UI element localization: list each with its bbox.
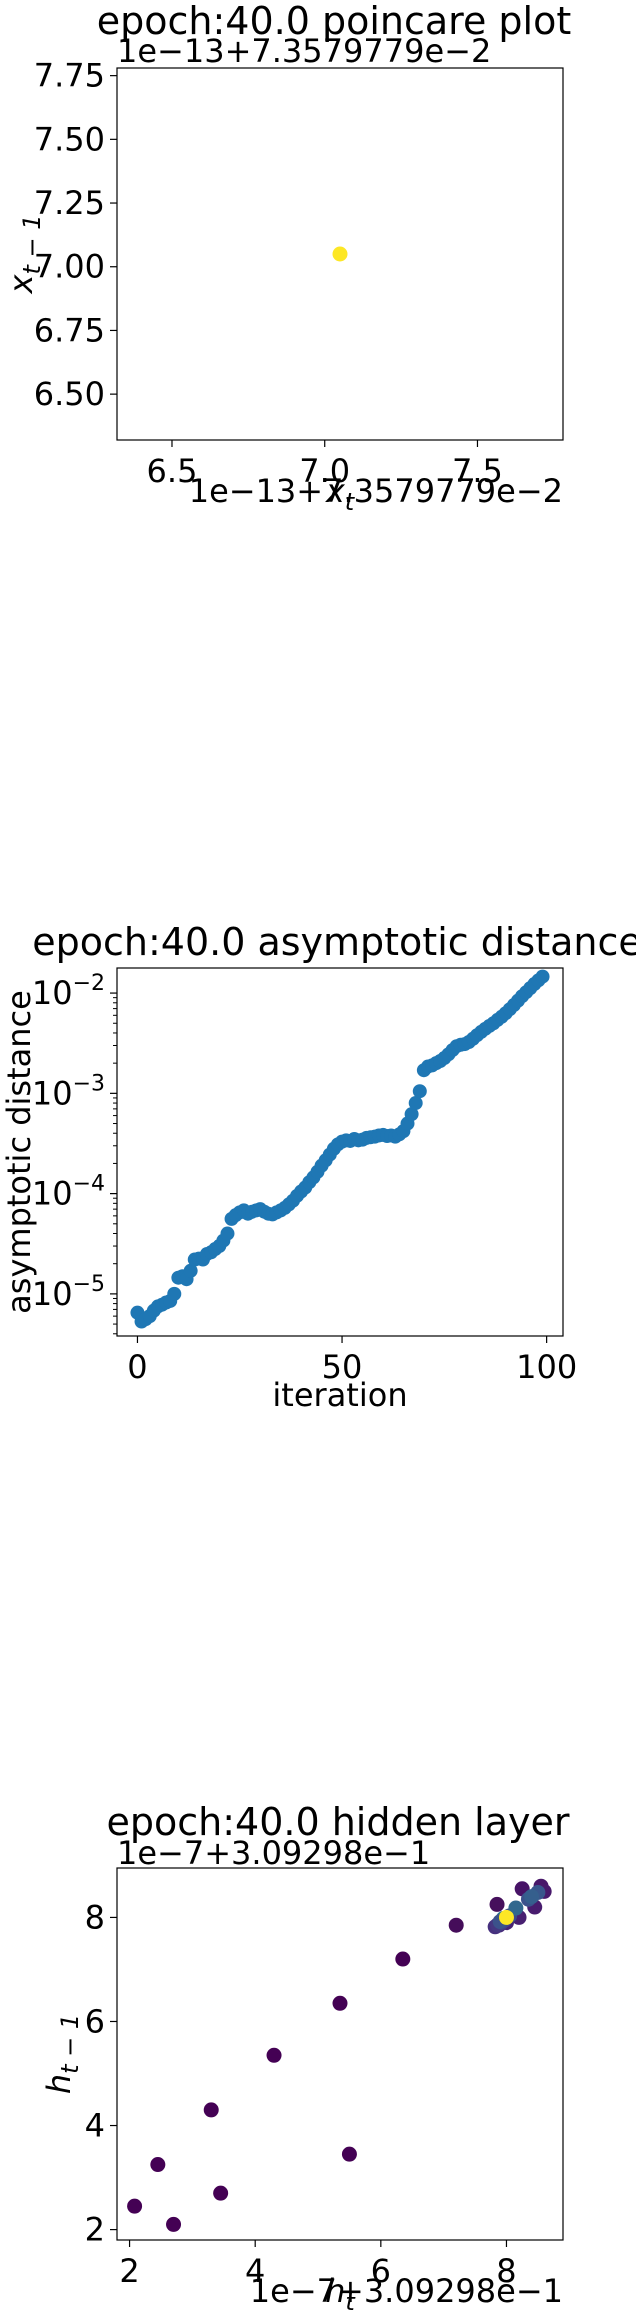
data-point — [412, 1084, 427, 1099]
y-tick-exponent: −3 — [73, 1071, 105, 1096]
y-tick-label: 2 — [85, 2211, 105, 2249]
data-point — [489, 1896, 505, 1912]
data-point — [535, 969, 550, 984]
hidden-y-offset-label: 1e−7+3.09298e−1 — [117, 1834, 430, 1872]
x-tick-label: 4 — [245, 2252, 265, 2290]
y-tick-label: 10−5 — [32, 1272, 105, 1313]
data-point — [203, 2102, 219, 2118]
hidden-marks: 2 4 6 8 2 4 6 8 — [85, 1878, 552, 2290]
asymptotic-distance-title: epoch:40.0 asymptotic distance — [32, 920, 636, 964]
data-point — [167, 1286, 182, 1301]
data-point — [213, 2185, 229, 2201]
data-point — [150, 2157, 166, 2173]
y-tick-label: 8 — [85, 1898, 105, 1936]
y-tick-label: 10−3 — [32, 1071, 105, 1112]
asymptotic-distance-panel: epoch:40.0 asymptotic distance 0 50 10010−… — [0, 920, 636, 1414]
y-tick-label: 7.25 — [34, 184, 105, 222]
asymptotic-x-axis-label: iteration — [272, 1376, 407, 1414]
y-tick-base: 10 — [32, 1074, 73, 1112]
x-tick-label: 7.0 — [299, 452, 350, 490]
data-point — [127, 2198, 143, 2214]
poincare-plot-area — [116, 67, 564, 441]
y-tick-label: 4 — [85, 2107, 105, 2145]
data-point — [220, 1226, 235, 1241]
poincare-plot-title: epoch:40.0 poincare plot — [97, 0, 571, 43]
y-tick-label: 7.50 — [34, 120, 105, 158]
asymptotic-y-axis-label: asymptotic distance — [0, 990, 38, 1314]
y-tick-label: 6.50 — [34, 375, 105, 413]
y-tick-exponent: −2 — [73, 971, 105, 996]
x-tick-label: 50 — [322, 1348, 363, 1386]
x-tick-label: 7.5 — [452, 452, 503, 490]
x-tick-label: 2 — [119, 2252, 139, 2290]
hidden-x-offset-label: 1e−7+3.09298e−1 — [250, 2272, 563, 2310]
data-point — [498, 1909, 514, 1925]
data-point — [332, 1995, 348, 2011]
x-tick-label: 6.5 — [147, 452, 198, 490]
y-tick-exponent: −4 — [73, 1172, 105, 1197]
poincare-plot-panel: epoch:40.0 poincare plot 1e−13+7.3579779… — [2, 0, 571, 516]
asymptotic-plot-area — [116, 967, 564, 1337]
hidden-plot-area — [116, 1867, 564, 2241]
data-point — [448, 1917, 464, 1933]
x-tick-label: 6 — [371, 2252, 391, 2290]
data-point — [341, 2146, 357, 2162]
poincare-x-axis-label: xt — [325, 472, 356, 516]
data-point — [508, 1900, 524, 1916]
x-tick-label: 100 — [516, 1348, 577, 1386]
poincare-x-offset-label: 1e−13+7.3579779e−2 — [189, 472, 563, 510]
poincare-marks: 6.5 7.0 7.5 6.50 6.75 7.00 7.25 7.50 7.75 — [34, 57, 503, 490]
data-point — [404, 1107, 419, 1122]
y-tick-exponent: −5 — [73, 1272, 105, 1297]
x-tick-label: 8 — [496, 2252, 516, 2290]
data-point — [395, 1951, 411, 1967]
data-point — [332, 246, 348, 262]
y-tick-label: 6 — [85, 2002, 105, 2040]
x-tick-label: 0 — [127, 1348, 147, 1386]
data-point — [183, 1263, 198, 1278]
hidden-layer-title: epoch:40.0 hidden layer — [107, 1800, 570, 1844]
y-tick-label: 10−4 — [32, 1172, 105, 1213]
data-point — [408, 1096, 423, 1111]
y-tick-base: 10 — [32, 1275, 73, 1313]
hidden-layer-panel: epoch:40.0 hidden layer 1e−7+3.09298e−1 … — [40, 1800, 570, 2316]
data-point — [166, 2216, 182, 2232]
data-point — [524, 1889, 540, 1905]
y-tick-label: 7.75 — [34, 57, 105, 95]
y-tick-label: 6.75 — [34, 311, 105, 349]
y-tick-base: 10 — [32, 1175, 73, 1213]
y-tick-label: 7.00 — [34, 248, 105, 286]
data-point — [266, 2047, 282, 2063]
poincare-y-offset-label: 1e−13+7.3579779e−2 — [117, 32, 491, 70]
y-tick-base: 10 — [32, 974, 73, 1012]
y-tick-label: 10−2 — [32, 971, 105, 1012]
